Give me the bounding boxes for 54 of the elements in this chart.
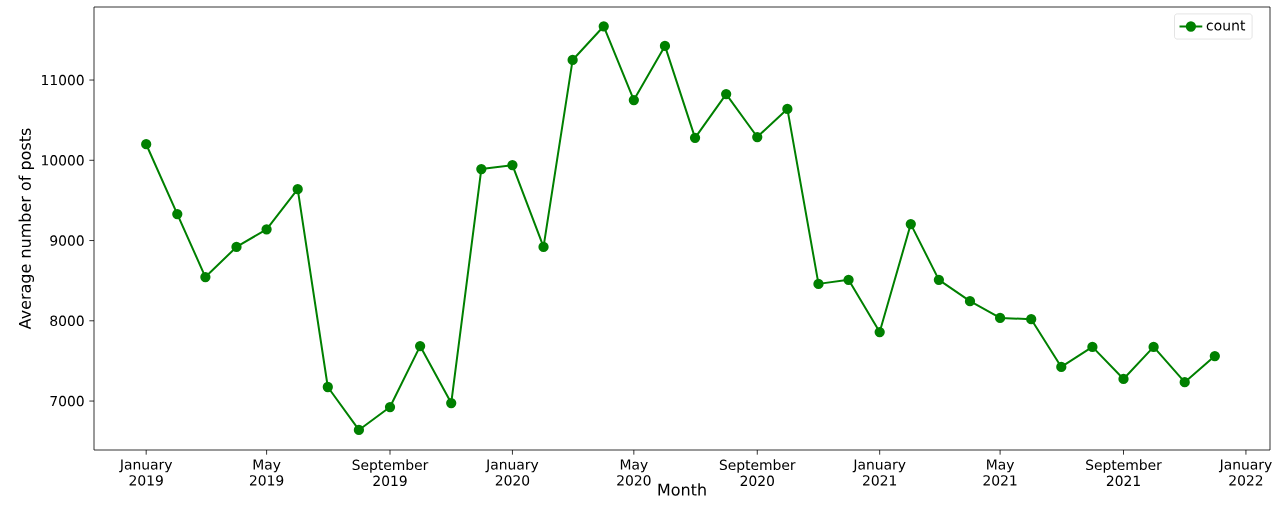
- point: [292, 184, 303, 195]
- point: [659, 40, 671, 52]
- point: [628, 94, 639, 106]
- x-tick-label: January 2019: [119, 459, 173, 486]
- point: [231, 241, 242, 253]
- point: [721, 88, 732, 100]
- x-axis-title: Month: [658, 483, 706, 496]
- point: [813, 278, 824, 290]
- point: [933, 274, 945, 285]
- x-tick-label: September 2019: [352, 459, 429, 487]
- point: [782, 103, 793, 115]
- x-tick-label: September 2020: [719, 459, 796, 487]
- point: [414, 340, 426, 352]
- point: [874, 326, 885, 338]
- point: [752, 131, 763, 143]
- point: [964, 296, 976, 307]
- point: [1026, 314, 1037, 325]
- point: [507, 159, 518, 171]
- x-tick-label: May 2019: [249, 459, 284, 486]
- y-tick-label: 10000: [42, 155, 84, 166]
- y-tick-label: 9000: [50, 235, 84, 246]
- y-axis-title: Average number of posts: [18, 128, 35, 330]
- point: [200, 271, 211, 283]
- point: [538, 241, 549, 253]
- point: [476, 163, 487, 175]
- point: [994, 312, 1006, 324]
- y-tick-label: 7000: [50, 395, 84, 407]
- point: [689, 132, 701, 143]
- point: [598, 21, 609, 32]
- point: [567, 54, 578, 66]
- x-tick-label: May 2021: [983, 459, 1017, 486]
- point: [322, 381, 333, 393]
- point: [384, 401, 396, 413]
- x-tick-label: January 2020: [485, 459, 539, 486]
- point: [843, 274, 854, 285]
- point: [1179, 377, 1190, 388]
- point: [1148, 341, 1159, 353]
- point: [141, 139, 152, 150]
- y-tick-label: 8000: [50, 315, 84, 327]
- point: [353, 424, 365, 436]
- point: [261, 224, 272, 235]
- point: [1056, 361, 1067, 373]
- x-tick-label: September 2021: [1086, 459, 1162, 487]
- point: [905, 218, 916, 230]
- point: [446, 397, 457, 409]
- x-tick-label: January 2022: [1218, 459, 1272, 486]
- legend-label: count: [1206, 20, 1246, 31]
- y-tick-label: 11000: [42, 74, 84, 86]
- x-tick-label: May 2020: [617, 459, 651, 486]
- x-tick-label: January 2021: [852, 459, 906, 486]
- point: [1087, 341, 1098, 353]
- point: [172, 208, 183, 220]
- point: [1118, 373, 1129, 385]
- point: [1209, 350, 1220, 362]
